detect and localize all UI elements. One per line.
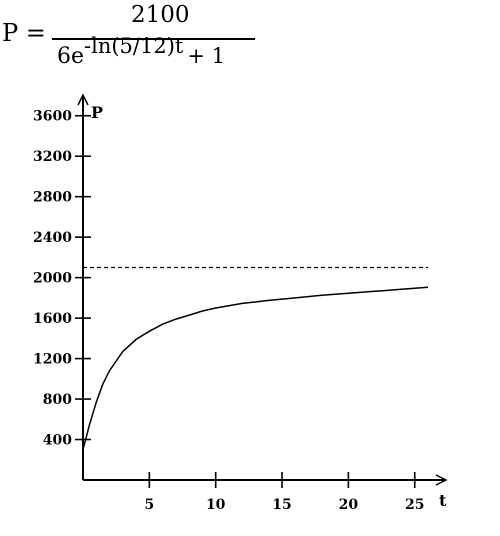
y-tick-label: 2800 [33,190,72,206]
x-tick-label: 10 [206,497,226,513]
fraction-bar [52,38,255,40]
series-line [82,286,429,450]
x-axis-label: t [439,491,447,510]
denominator-exponent: -ln(5/12)t [84,34,184,58]
formula: P = 2100 6e-ln(5/12)t + 1 [0,0,300,85]
formula-lhs: P = [2,19,46,47]
denominator-tail: + 1 [187,44,225,68]
x-axis-arrow [435,474,448,486]
formula-numerator: 2100 [131,2,190,28]
y-tick-label: 2400 [33,230,72,246]
y-tick-label: 2000 [33,271,72,287]
x-tick-label: 5 [144,497,154,513]
y-tick-label: 1200 [33,352,72,368]
ticks: 5 10 15 20 25 400 800 1200 1600 2000 2400 2800 3200 3… [33,109,424,513]
y-tick-label: 3200 [33,149,72,165]
chart: tP 5 10 15 20 254008001200160020002400280032… [33,93,448,513]
formula-denominator: 6e-ln(5/12)t + 1 [57,34,225,69]
y-tick-label: 400 [43,433,72,449]
y-axis-arrow [77,93,89,106]
x-tick-label: 25 [405,497,424,513]
axes: tP [77,93,448,510]
y-tick-label: 1600 [33,311,72,327]
y-axis-label: P [91,103,103,122]
series [82,286,429,450]
x-tick-label: 20 [339,497,359,513]
y-tick-label: 800 [43,392,72,408]
denominator-base: 6e [57,44,85,69]
x-tick-label: 15 [272,497,291,513]
y-tick-label: 3600 [33,109,72,125]
